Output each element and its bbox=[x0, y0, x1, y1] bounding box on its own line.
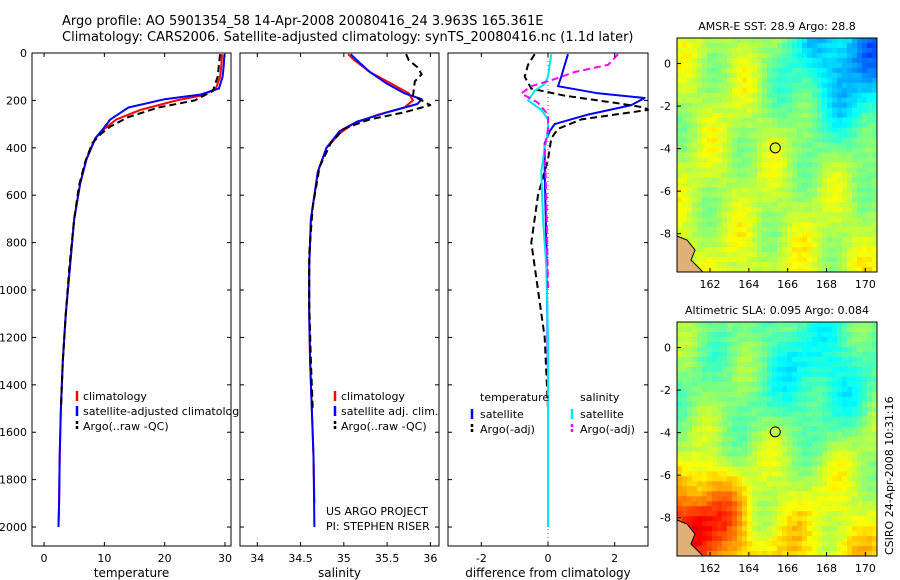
temperature-chart: 0 10 20 30 temperature 0 200 400 600 800 1000 1200 1… bbox=[0, 47, 246, 580]
salinity-chart: 34 34.5 35 35.5 36 salinity climatology satelli… bbox=[239, 52, 440, 580]
temperature-ytick-label: 400 bbox=[6, 142, 27, 155]
sst-map-xtick-label: 170 bbox=[855, 278, 876, 291]
sst-map-ytick-label: -8 bbox=[660, 228, 671, 241]
sst-map-ytick-label: -4 bbox=[660, 143, 671, 156]
temperature-legend-label: Argo(..raw -QC) bbox=[83, 420, 169, 433]
temperature-legend-label: climatology bbox=[83, 390, 147, 403]
salinity-xlabel: salinity bbox=[318, 566, 361, 580]
sla-map-ytick-label: -6 bbox=[660, 469, 671, 482]
salinity-legend-label: satellite adj. clim. bbox=[341, 405, 438, 418]
difference-xtick-label: 2 bbox=[611, 552, 618, 565]
sla-map-xtick-label: 168 bbox=[816, 562, 837, 575]
sst-map-argo-location-marker bbox=[769, 142, 781, 154]
sst-map-chart: 162 164 166 168 170 0 -2 -4 -6 -8 AMSR-E SST: 28.9… bbox=[660, 20, 878, 291]
sst-map-ytick-label: 0 bbox=[664, 58, 671, 71]
sla-map-ytick-label: -4 bbox=[660, 427, 671, 440]
sla-map-xtick-label: 170 bbox=[855, 562, 876, 575]
difference-xtick-label: 0 bbox=[545, 552, 552, 565]
salinity-legend-label: Argo(..raw -QC) bbox=[341, 420, 427, 433]
difference-xlabel: difference from climatology bbox=[465, 566, 631, 580]
temperature-ytick-label: 1000 bbox=[0, 284, 27, 297]
temperature-ytick-label: 1200 bbox=[0, 331, 27, 344]
sst-map-xtick-label: 168 bbox=[816, 278, 837, 291]
temperature-xlabel: temperature bbox=[94, 566, 169, 580]
difference-legend-label: satellite bbox=[480, 408, 524, 421]
temperature-frame bbox=[31, 52, 232, 547]
salinity-series-2 bbox=[308, 53, 432, 409]
salinity-annotation: US ARGO PROJECT bbox=[326, 505, 428, 518]
temperature-legend-label: satellite-adjusted climatology bbox=[83, 405, 246, 418]
figure-title-line2: Climatology: CARS2006. Satellite-adjuste… bbox=[62, 30, 634, 45]
csiro-timestamp: CSIRO 24-Apr-2008 10:31:16 bbox=[883, 396, 896, 555]
temperature-xtick-label: 30 bbox=[218, 552, 232, 565]
sla-map-ytick-label: -2 bbox=[660, 384, 671, 397]
salinity-xtick-label: 34.5 bbox=[288, 552, 313, 565]
difference-legend-heading: temperature bbox=[480, 391, 549, 404]
temperature-series-2 bbox=[59, 54, 222, 409]
sst-map-xtick-label: 166 bbox=[777, 278, 798, 291]
sla-map-chart: 162 164 166 168 170 0 -2 -4 -6 -8 Altimetric SLA: … bbox=[660, 304, 878, 575]
salinity-xtick-label: 36 bbox=[423, 552, 437, 565]
difference-series-3 bbox=[520, 53, 619, 291]
sst-map-frame bbox=[676, 37, 878, 273]
salinity-xtick-label: 34 bbox=[250, 552, 264, 565]
sla-map-xtick-label: 166 bbox=[777, 562, 798, 575]
temperature-ytick-label: 1400 bbox=[0, 379, 27, 392]
sla-map-field bbox=[677, 322, 878, 557]
temperature-ytick-label: 2000 bbox=[0, 521, 27, 534]
salinity-annotation: PI: STEPHEN RISER bbox=[326, 520, 430, 533]
difference-legend-heading: salinity bbox=[580, 391, 620, 404]
difference-xtick-label: -2 bbox=[476, 552, 487, 565]
temperature-ytick-label: 600 bbox=[6, 189, 27, 202]
temperature-xtick-label: 20 bbox=[158, 552, 172, 565]
sst-map-title: AMSR-E SST: 28.9 Argo: 28.8 bbox=[698, 20, 856, 33]
salinity-frame bbox=[239, 52, 440, 547]
temperature-ytick-label: 0 bbox=[20, 47, 27, 60]
sla-map-title: Altimetric SLA: 0.095 Argo: 0.084 bbox=[685, 304, 869, 317]
difference-legend-label: Argo(-adj) bbox=[480, 423, 535, 436]
sla-map-frame bbox=[676, 321, 878, 557]
sst-map-xtick-label: 164 bbox=[738, 278, 759, 291]
sla-map-xtick-label: 162 bbox=[700, 562, 721, 575]
temperature-xtick-label: 10 bbox=[97, 552, 111, 565]
sst-map-ytick-label: -6 bbox=[660, 185, 671, 198]
salinity-xtick-label: 35.5 bbox=[375, 552, 400, 565]
sla-map-argo-location-marker bbox=[769, 426, 781, 438]
sla-map-ytick-label: 0 bbox=[664, 342, 671, 355]
sst-map-xtick-label: 162 bbox=[700, 278, 721, 291]
temperature-ytick-label: 1800 bbox=[0, 474, 27, 487]
temperature-ytick-label: 200 bbox=[6, 94, 27, 107]
salinity-xtick-label: 35 bbox=[337, 552, 351, 565]
difference-legend-label: satellite bbox=[580, 408, 624, 421]
difference-series-2 bbox=[527, 54, 553, 527]
sla-map-xtick-label: 164 bbox=[738, 562, 759, 575]
difference-series-1 bbox=[523, 53, 649, 409]
sst-map-ytick-label: -2 bbox=[660, 100, 671, 113]
sla-map-ytick-label: -8 bbox=[660, 512, 671, 525]
salinity-legend-label: climatology bbox=[341, 390, 405, 403]
temperature-ytick-label: 1600 bbox=[0, 426, 27, 439]
sst-map-field bbox=[677, 38, 878, 273]
difference-legend-label: Argo(-adj) bbox=[580, 423, 635, 436]
temperature-ytick-label: 800 bbox=[6, 237, 27, 250]
temperature-xtick-label: 0 bbox=[41, 552, 48, 565]
figure-title-line1: Argo profile: AO 5901354_58 14-Apr-2008 … bbox=[62, 14, 544, 29]
